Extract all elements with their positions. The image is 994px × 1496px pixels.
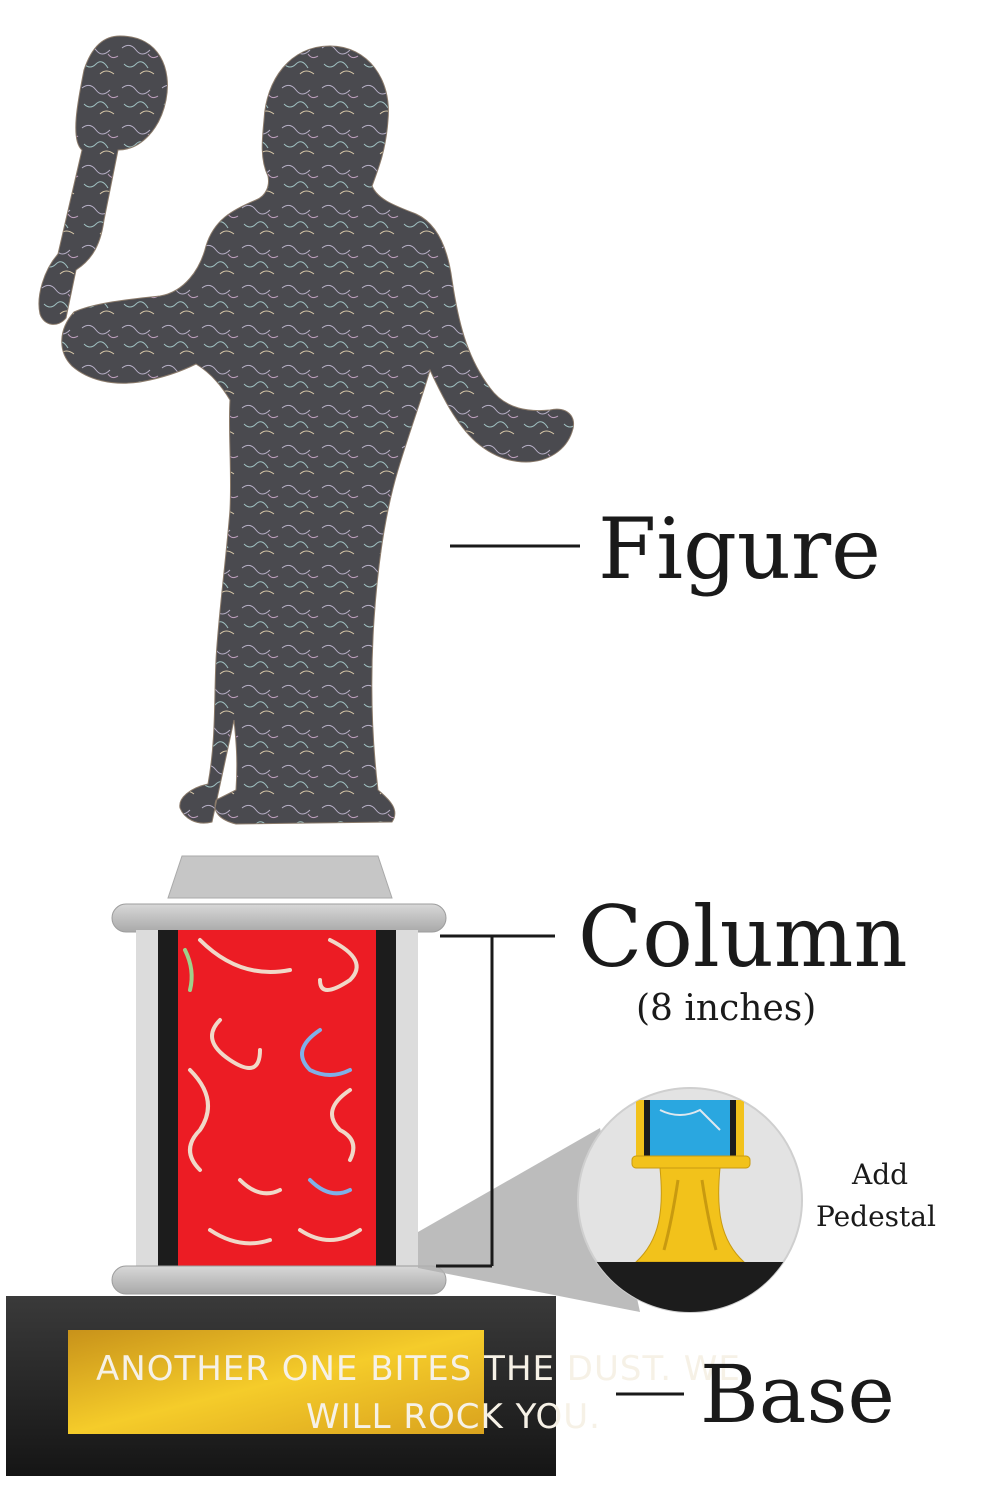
figure-mount [167, 855, 393, 899]
trophy-base: ANOTHER ONE BITES THE DUST. WE WILL ROCK… [6, 1296, 741, 1476]
column-frame-right [376, 930, 396, 1270]
column-side-left [136, 930, 158, 1270]
column-bracket [436, 934, 555, 1268]
trophy-column [136, 930, 418, 1270]
trophy-figure [38, 35, 574, 825]
column-top-cap [111, 903, 447, 933]
column-size-label: (8 inches) [636, 988, 816, 1029]
engraved-plate [68, 1330, 484, 1434]
plate-text-line1: ANOTHER ONE BITES THE DUST. WE [96, 1349, 741, 1389]
plate-text-line2: WILL ROCK YOU. [306, 1397, 601, 1437]
column-side-right [396, 930, 418, 1270]
pedestal-label-line2: Pedestal [816, 1200, 936, 1233]
pedestal-inset [577, 1087, 803, 1313]
column-red-panel [178, 930, 376, 1270]
column-frame-left [158, 930, 178, 1270]
column-bottom-cap [111, 1265, 447, 1295]
pedestal-label-line1: Add [851, 1158, 908, 1191]
column-squiggles [183, 938, 362, 1246]
column-label: Column [578, 888, 908, 986]
figure-label: Figure [598, 500, 881, 598]
base-label: Base [700, 1348, 895, 1441]
figure-silhouette [38, 35, 574, 825]
